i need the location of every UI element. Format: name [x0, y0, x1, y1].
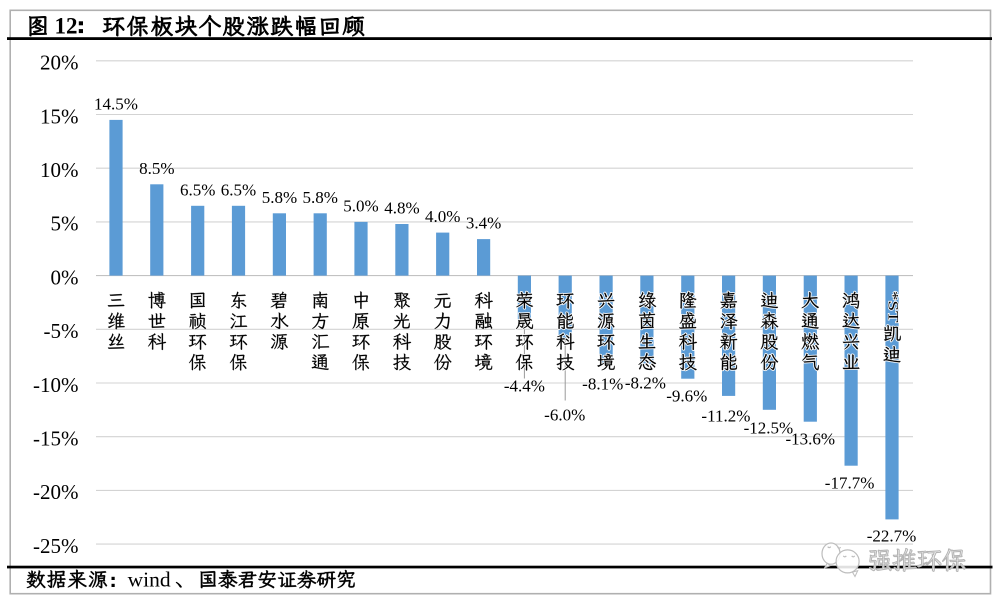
svg-text:4.8%: 4.8% [384, 199, 419, 218]
svg-text:6.5%: 6.5% [180, 180, 215, 199]
svg-text:-9.6%: -9.6% [666, 387, 707, 406]
svg-text:-13.6%: -13.6% [786, 430, 836, 449]
svg-text:*ST: *ST [885, 291, 902, 323]
svg-text:20%: 20% [40, 51, 79, 75]
svg-text:0%: 0% [51, 265, 79, 289]
svg-text:10%: 10% [40, 158, 79, 182]
svg-text:-20%: -20% [33, 480, 79, 504]
svg-text:12: 12 [55, 13, 78, 38]
svg-text:8.5%: 8.5% [139, 159, 174, 178]
svg-text:5.8%: 5.8% [262, 188, 297, 207]
svg-text:5.8%: 5.8% [302, 188, 337, 207]
svg-text:-5%: -5% [44, 319, 79, 343]
svg-text:5%: 5% [51, 212, 79, 236]
svg-text:-4.4%: -4.4% [504, 377, 545, 396]
svg-text:-22.7%: -22.7% [867, 526, 917, 545]
svg-text:wind: wind [128, 568, 171, 592]
svg-text:6.5%: 6.5% [221, 180, 256, 199]
svg-text:-6.0%: -6.0% [544, 405, 585, 424]
svg-text:-15%: -15% [33, 427, 79, 451]
svg-text:3.4%: 3.4% [466, 214, 501, 233]
svg-text:15%: 15% [40, 104, 79, 128]
svg-text:4.0%: 4.0% [425, 207, 460, 226]
svg-text:14.5%: 14.5% [94, 94, 138, 113]
svg-text:-8.2%: -8.2% [625, 374, 666, 393]
svg-text:5.0%: 5.0% [343, 196, 378, 215]
svg-text:-10%: -10% [33, 373, 79, 397]
svg-text:-17.7%: -17.7% [825, 474, 875, 493]
svg-text:-25%: -25% [33, 534, 79, 558]
svg-text:-11.2%: -11.2% [701, 407, 750, 426]
svg-text:-12.5%: -12.5% [744, 419, 794, 438]
svg-text:-8.1%: -8.1% [582, 375, 623, 394]
svg-text:*ST: *ST [885, 291, 902, 323]
